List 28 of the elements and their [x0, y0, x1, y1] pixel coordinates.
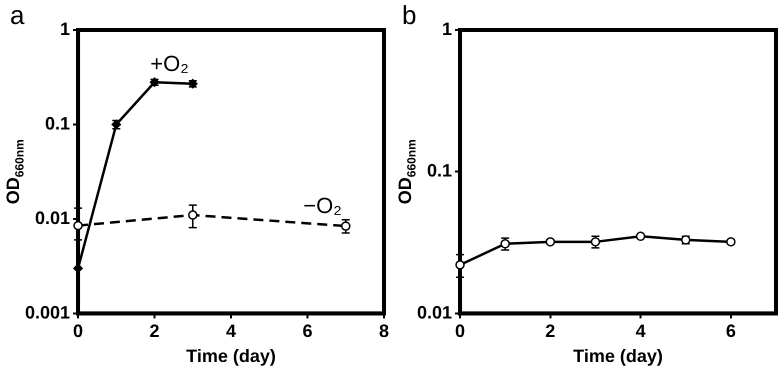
y-tick-label: 1	[442, 18, 452, 39]
point	[455, 260, 465, 270]
point	[188, 210, 198, 220]
y-tick-label: 0.01	[34, 208, 70, 228]
y-axis-title: OD660nm	[2, 139, 26, 204]
x-tick-label: 6	[726, 321, 736, 342]
x-tick-label: 2	[150, 321, 160, 342]
point	[73, 220, 83, 230]
x-tick-label: 4	[636, 321, 646, 342]
point	[636, 232, 646, 242]
chart-title: a	[10, 0, 25, 30]
x-tick-label: 8	[378, 321, 389, 342]
y-tick-label: 0.1	[45, 113, 70, 134]
x-tick-label: 4	[226, 321, 236, 342]
chart-title: b	[402, 0, 416, 30]
y-tick-label: 0.1	[427, 160, 452, 181]
y-axis-title: OD660nm	[394, 139, 418, 204]
y-tick-label: 1	[60, 18, 70, 39]
y-tick-label: 0.001	[24, 302, 70, 322]
y-tick-label: 0.01	[416, 302, 452, 322]
x-axis-title: Time (day)	[573, 346, 663, 366]
x-tick-label: 6	[302, 321, 313, 342]
x-tick-label: 2	[545, 321, 556, 342]
x-axis-title: Time (day)	[186, 346, 276, 366]
series-label: −O₂	[303, 193, 342, 218]
x-tick-label: 0	[455, 321, 466, 342]
x-tick-label: 0	[73, 321, 84, 342]
series-label: +O₂	[150, 50, 189, 76]
